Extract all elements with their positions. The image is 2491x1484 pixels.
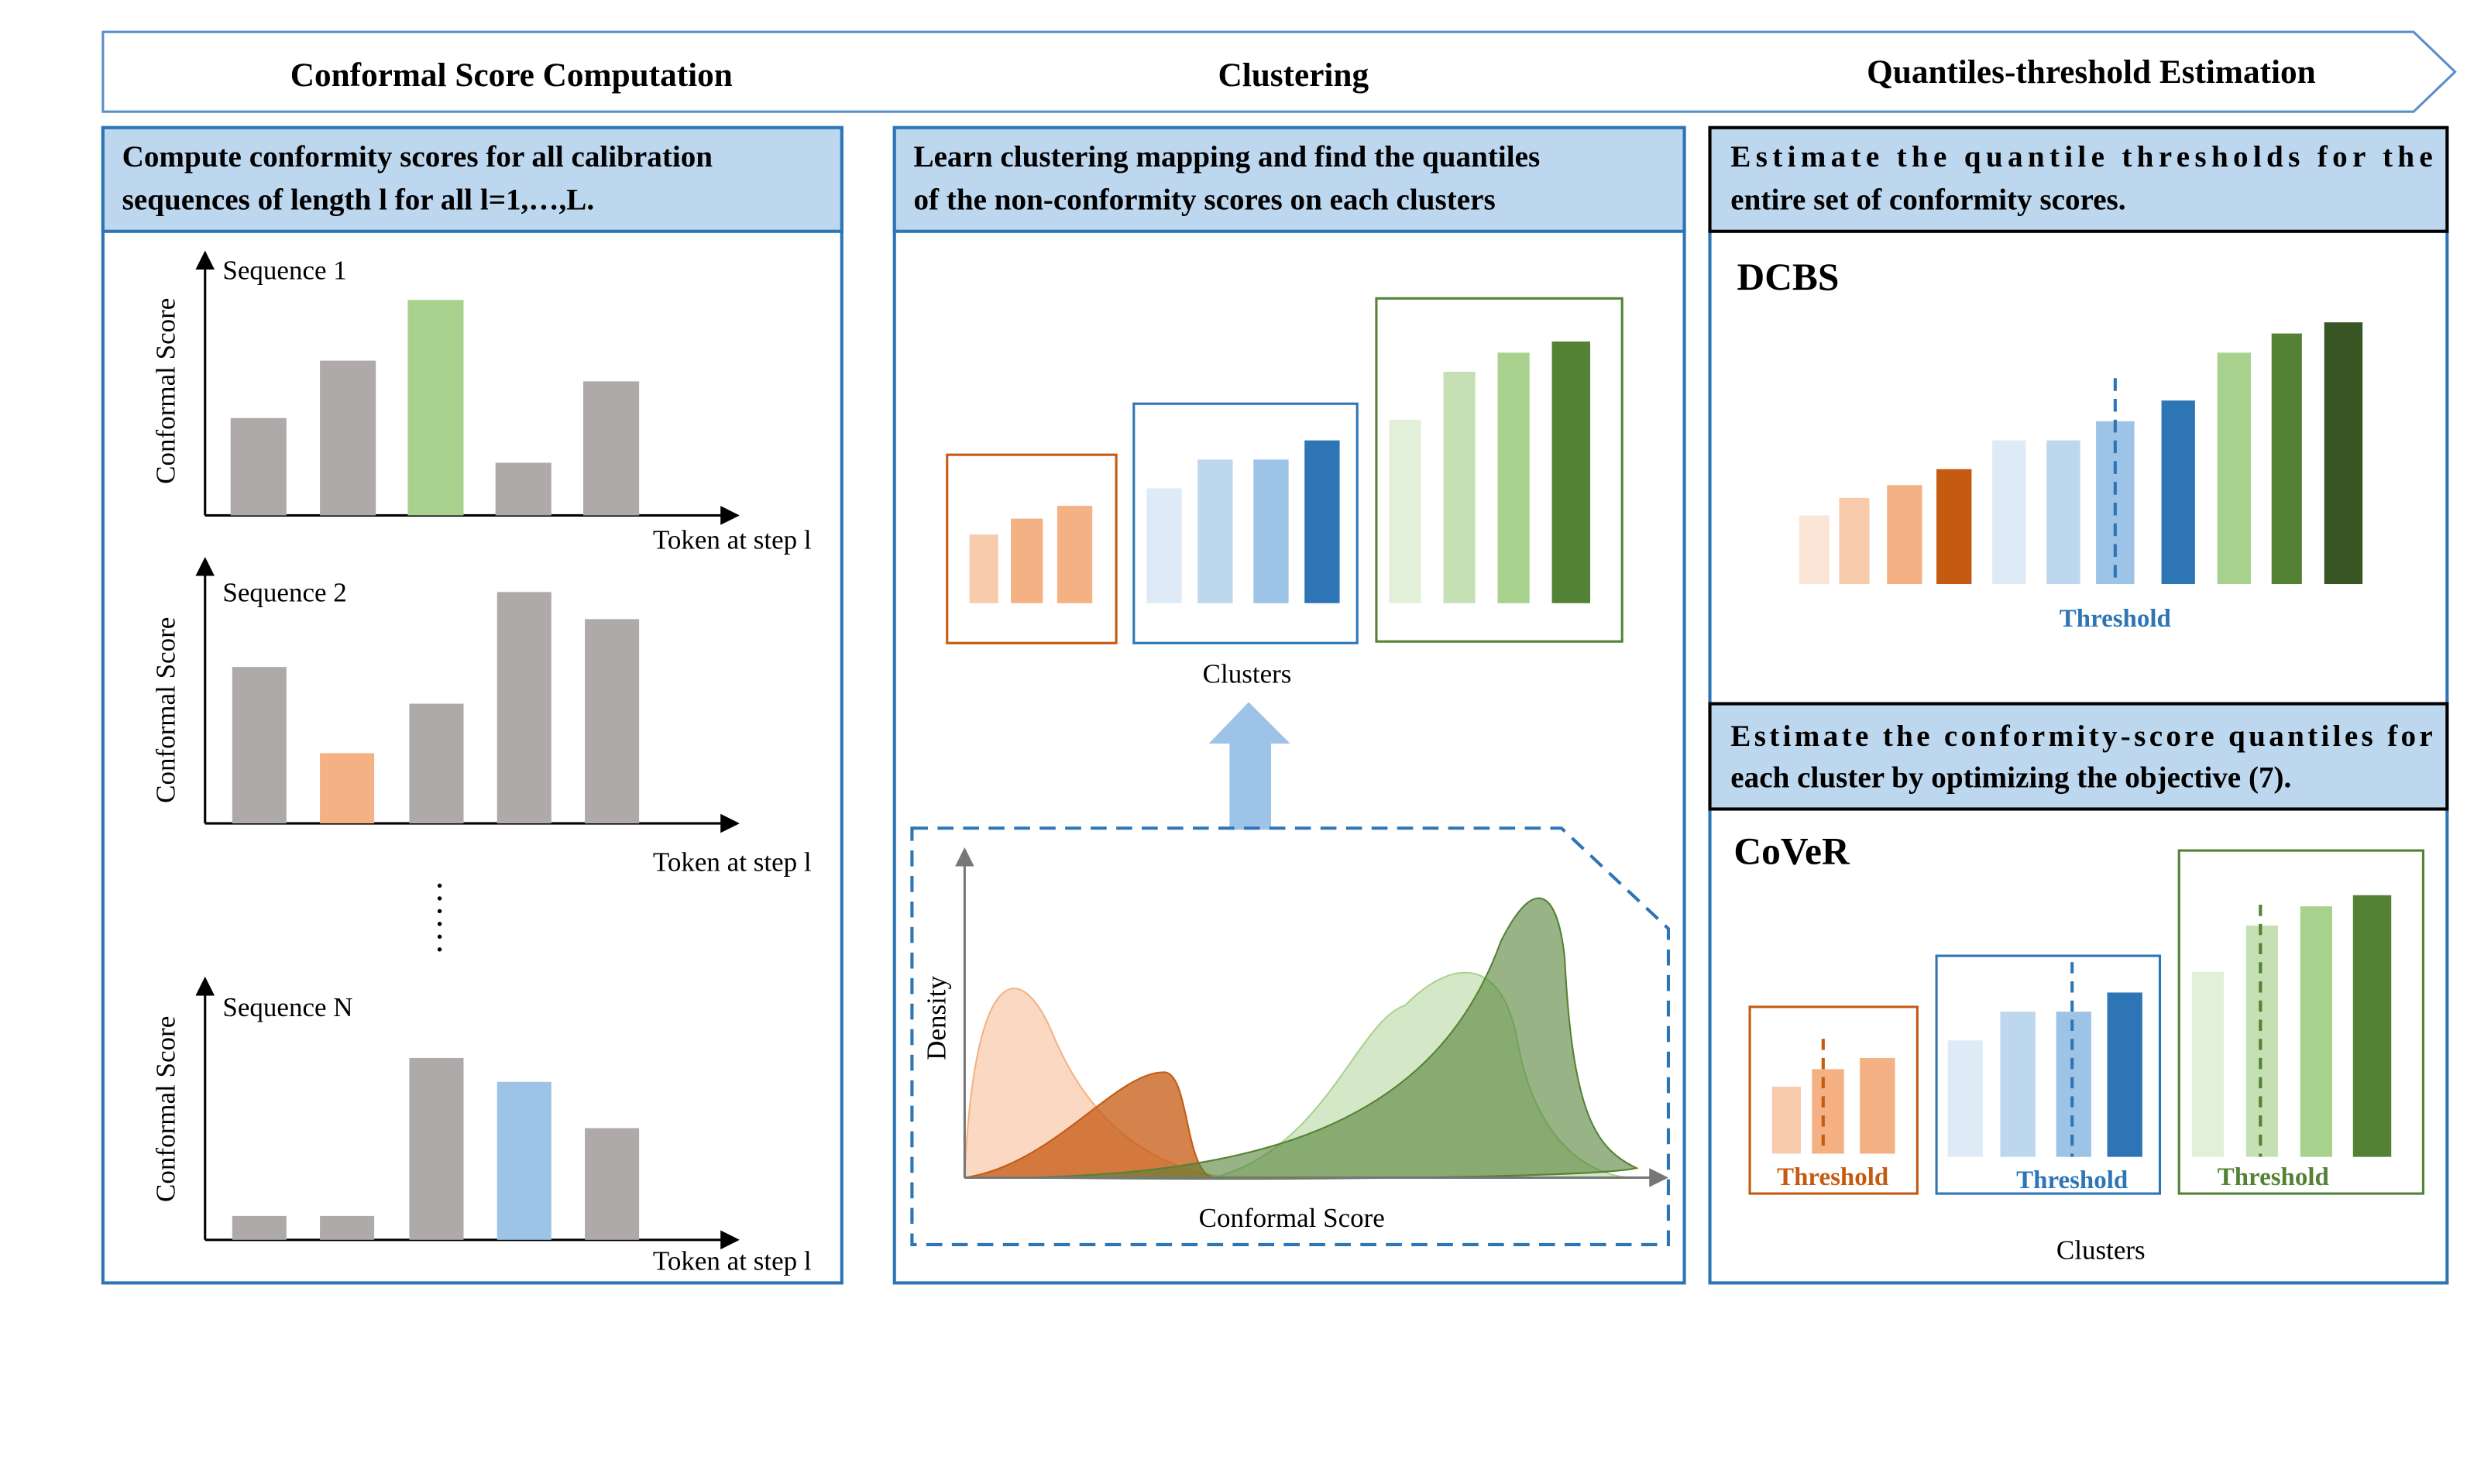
sequence-label: Sequence 1 bbox=[222, 255, 346, 285]
panel bbox=[101, 125, 844, 1285]
y-axis-label: Conformal Score bbox=[150, 617, 180, 803]
stage-title: Conformal Score Computation bbox=[290, 57, 733, 94]
header-arrow bbox=[101, 30, 2457, 113]
panel-heading bbox=[1708, 125, 2449, 233]
clusters bbox=[946, 297, 1623, 644]
sequence-label: Sequence N bbox=[222, 992, 352, 1022]
y-axis-label: Conformal Score bbox=[150, 298, 180, 484]
heading-line: Compute conformity scores for all calibr… bbox=[122, 140, 713, 173]
panel-heading bbox=[892, 125, 1686, 233]
x-axis-label: Token at step l bbox=[653, 847, 812, 878]
heading-line: sequences of length l for all l=1,…,L. bbox=[122, 184, 595, 217]
axes bbox=[195, 250, 740, 1250]
density-curves bbox=[964, 897, 1639, 1180]
sequence-label: Sequence 2 bbox=[222, 577, 346, 607]
method-label: CoVeR bbox=[1733, 830, 1850, 873]
ellipsis bbox=[437, 883, 442, 952]
panel-heading bbox=[101, 125, 844, 233]
clusters-label: Clusters bbox=[1203, 659, 1292, 689]
threshold-label: Threshold bbox=[1777, 1163, 1888, 1191]
up-arrow bbox=[1208, 702, 1290, 830]
y-axis-label: Density bbox=[921, 975, 951, 1060]
clusters-label: Clusters bbox=[2056, 1235, 2146, 1265]
method-label: DCBS bbox=[1737, 256, 1840, 298]
density-axes bbox=[955, 847, 1668, 1187]
x-axis-label: Token at step l bbox=[653, 525, 812, 555]
stage-title: Quantiles-threshold Estimation bbox=[1867, 53, 2316, 91]
stage-title: Clustering bbox=[1218, 57, 1369, 94]
heading-line: Learn clustering mapping and find the qu… bbox=[913, 140, 1540, 173]
density-frame bbox=[910, 826, 1671, 1247]
heading-line: Estimate the conformity-score quantiles … bbox=[1730, 720, 2432, 753]
heading-line: of the non-conformity scores on each clu… bbox=[913, 184, 1495, 217]
threshold-label: Threshold bbox=[2060, 605, 2171, 633]
heading-line: entire set of conformity scores. bbox=[1730, 184, 2125, 217]
x-axis-label: Conformal Score bbox=[1199, 1203, 1385, 1233]
dcbs-bars bbox=[1799, 322, 2363, 585]
panel-heading bbox=[1708, 702, 2449, 811]
heading-line: each cluster by optimizing the objective… bbox=[1730, 761, 2291, 794]
threshold-label: Threshold bbox=[2016, 1166, 2128, 1194]
cover-clusters bbox=[1748, 849, 2424, 1195]
y-axis-label: Conformal Score bbox=[150, 1016, 180, 1202]
threshold-label: Threshold bbox=[2218, 1163, 2329, 1191]
bars bbox=[230, 300, 640, 1240]
x-axis-label: Token at step l bbox=[653, 1246, 812, 1276]
